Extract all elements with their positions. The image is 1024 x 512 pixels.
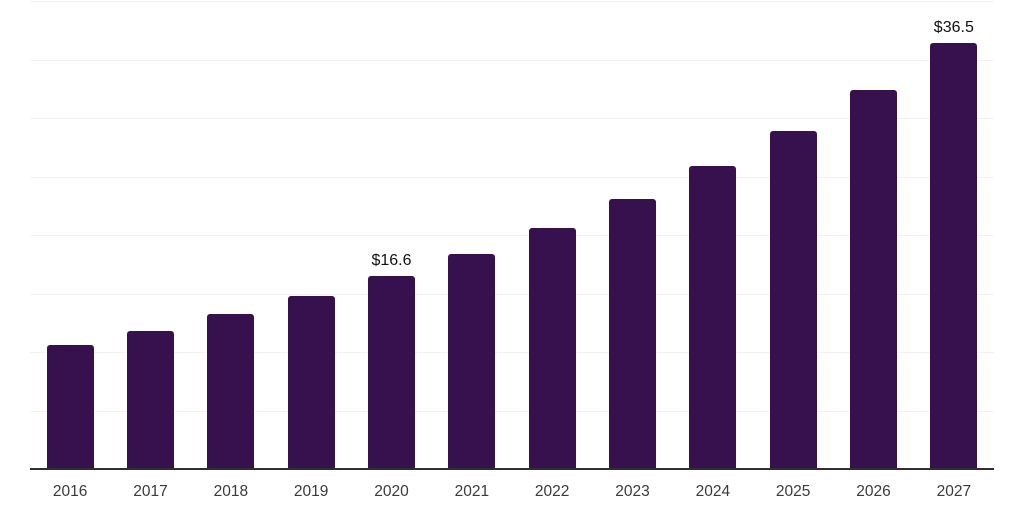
x-tick-2027: 2027 bbox=[936, 483, 972, 500]
bar-2026 bbox=[850, 89, 897, 470]
x-tick-2017: 2017 bbox=[133, 483, 168, 500]
bar-2024 bbox=[689, 165, 737, 470]
gridline bbox=[30, 118, 994, 119]
gridline bbox=[30, 235, 994, 236]
bar-2022 bbox=[528, 227, 576, 470]
bar-2025 bbox=[769, 130, 817, 470]
x-tick-2026: 2026 bbox=[856, 483, 891, 500]
gridline bbox=[30, 176, 994, 178]
bar-2018 bbox=[207, 314, 255, 470]
x-tick-2018: 2018 bbox=[213, 483, 249, 500]
data-label-2020: $16.6 bbox=[371, 252, 412, 270]
x-tick-2016: 2016 bbox=[52, 483, 88, 500]
gridline bbox=[30, 352, 994, 353]
bars-layer: $16.6 $36.5 bbox=[30, 0, 994, 470]
gridline bbox=[30, 410, 994, 412]
gridline bbox=[30, 59, 994, 61]
gridline bbox=[30, 1, 994, 2]
x-tick-2021: 2021 bbox=[454, 483, 490, 500]
x-tick-2020: 2020 bbox=[374, 483, 409, 500]
gridline bbox=[30, 293, 994, 295]
bar-2021 bbox=[448, 253, 496, 470]
bar-2017 bbox=[127, 330, 174, 470]
bar-2027 bbox=[930, 42, 978, 470]
x-tick-2024: 2024 bbox=[695, 483, 731, 500]
x-axis-labels: 2016 2017 2018 2019 2020 2021 2022 2023 2024 2025… bbox=[30, 483, 994, 505]
bar-2019 bbox=[287, 295, 335, 470]
gridlines-layer bbox=[30, 0, 994, 470]
bar-2023 bbox=[609, 198, 656, 470]
data-label-2027: $36.5 bbox=[933, 19, 974, 37]
x-tick-2025: 2025 bbox=[775, 483, 811, 500]
plot-area: $16.6 $36.5 bbox=[30, 0, 994, 470]
x-tick-2019: 2019 bbox=[293, 483, 329, 500]
bar-2020 bbox=[368, 275, 415, 470]
bar-2016 bbox=[46, 344, 94, 470]
x-axis-line bbox=[30, 468, 994, 470]
x-tick-2022: 2022 bbox=[534, 483, 570, 500]
x-tick-2023: 2023 bbox=[615, 483, 650, 500]
